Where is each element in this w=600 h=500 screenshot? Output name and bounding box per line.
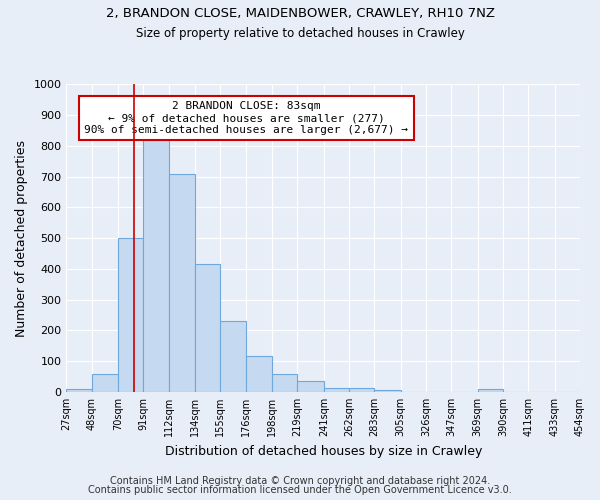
Bar: [67, 390, 92, 392]
Bar: [298, 381, 324, 392]
Y-axis label: Number of detached properties: Number of detached properties: [15, 140, 28, 336]
Bar: [118, 238, 143, 392]
Bar: [478, 390, 503, 392]
Text: 2 BRANDON CLOSE: 83sqm
← 9% of detached houses are smaller (277)
90% of semi-det: 2 BRANDON CLOSE: 83sqm ← 9% of detached …: [84, 102, 408, 134]
Bar: [169, 174, 195, 392]
Text: Contains public sector information licensed under the Open Government Licence v3: Contains public sector information licen…: [88, 485, 512, 495]
Bar: [195, 264, 220, 392]
Bar: [272, 374, 298, 392]
Bar: [374, 390, 401, 392]
Bar: [143, 140, 169, 392]
Bar: [92, 374, 118, 392]
Text: Contains HM Land Registry data © Crown copyright and database right 2024.: Contains HM Land Registry data © Crown c…: [110, 476, 490, 486]
Text: 2, BRANDON CLOSE, MAIDENBOWER, CRAWLEY, RH10 7NZ: 2, BRANDON CLOSE, MAIDENBOWER, CRAWLEY, …: [106, 8, 494, 20]
Text: Size of property relative to detached houses in Crawley: Size of property relative to detached ho…: [136, 28, 464, 40]
X-axis label: Distribution of detached houses by size in Crawley: Distribution of detached houses by size …: [164, 444, 482, 458]
Bar: [245, 356, 272, 392]
Bar: [349, 388, 374, 392]
Bar: [324, 388, 349, 392]
Bar: [220, 320, 245, 392]
